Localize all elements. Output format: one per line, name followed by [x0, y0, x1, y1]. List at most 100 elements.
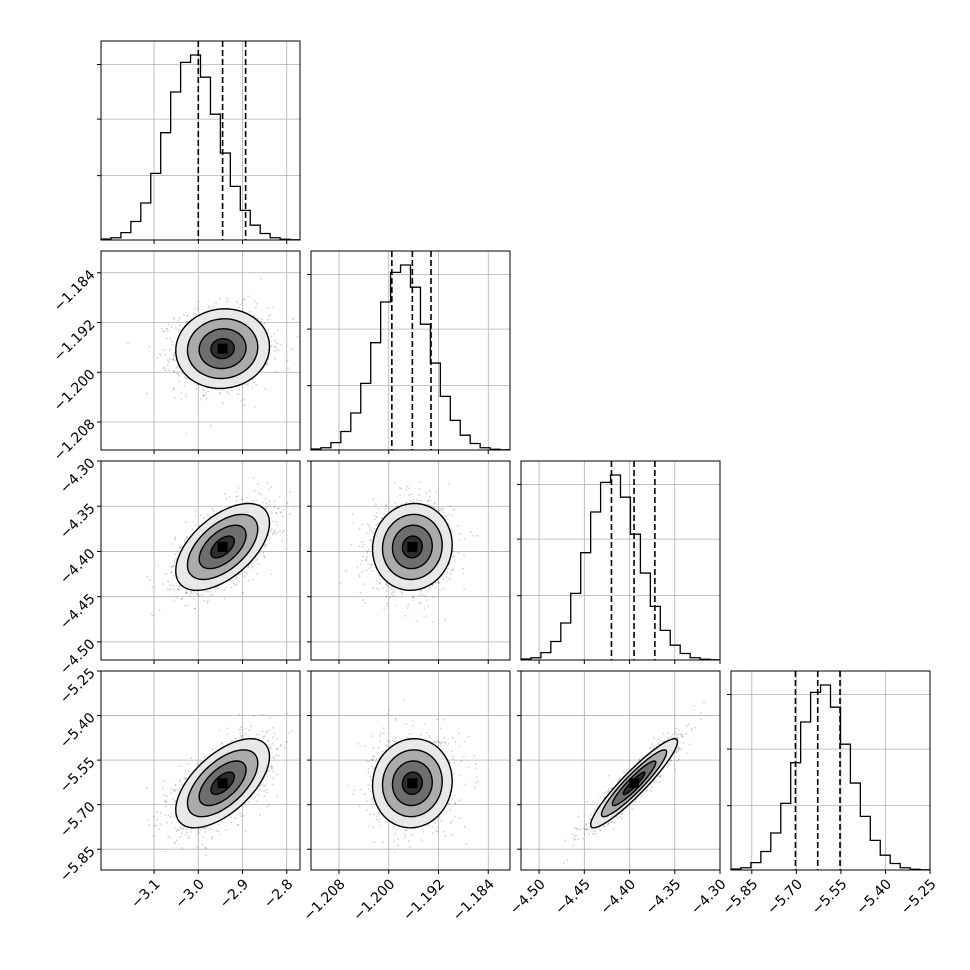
sample-point — [425, 491, 428, 494]
sample-point — [193, 591, 196, 593]
sample-point — [263, 795, 266, 797]
sample-point — [163, 366, 166, 369]
sample-point — [228, 393, 231, 396]
sample-point — [418, 602, 421, 605]
sample-point — [249, 311, 251, 313]
sample-point — [359, 591, 362, 594]
sample-point — [393, 591, 396, 593]
sample-point — [261, 783, 263, 786]
sample-point — [197, 308, 200, 311]
sample-point — [190, 592, 193, 595]
sample-point — [174, 784, 176, 787]
sample-point — [251, 565, 254, 567]
sample-point — [162, 349, 165, 352]
sample-point — [271, 520, 274, 523]
sample-point — [449, 572, 451, 575]
sample-point — [161, 327, 164, 330]
sample-point — [194, 307, 196, 310]
sample-point — [186, 592, 189, 594]
sample-point — [259, 813, 261, 816]
sample-point — [375, 516, 378, 519]
sample-point — [384, 508, 387, 511]
sample-point — [438, 582, 440, 584]
sample-point — [450, 527, 452, 530]
sample-point — [158, 609, 161, 612]
sample-point — [183, 384, 186, 387]
scatter-2-1 — [339, 481, 479, 623]
sample-point — [424, 615, 427, 618]
sample-point — [260, 277, 263, 280]
sample-point — [292, 347, 294, 350]
sample-point — [382, 587, 385, 589]
sample-point — [153, 815, 155, 818]
sample-point — [236, 576, 239, 578]
sample-point — [196, 762, 199, 765]
sample-point — [184, 604, 187, 607]
sample-point — [292, 318, 294, 320]
sample-point — [368, 567, 371, 570]
sample-point — [175, 788, 177, 791]
sample-point — [275, 754, 278, 757]
sample-point — [196, 306, 199, 309]
sample-point — [365, 559, 367, 562]
sample-point — [207, 599, 209, 602]
sample-point — [407, 603, 410, 606]
sample-point — [370, 566, 372, 568]
sample-point — [358, 573, 360, 576]
sample-point — [408, 487, 411, 490]
sample-point — [167, 359, 169, 362]
sample-point — [461, 567, 464, 570]
sample-point — [361, 523, 364, 526]
sample-point — [239, 303, 242, 306]
sample-point — [275, 512, 278, 515]
sample-point — [281, 515, 284, 518]
sample-point — [170, 543, 173, 545]
sample-point — [463, 538, 466, 540]
sample-point — [371, 530, 373, 532]
panel-frame-1-0 — [100, 250, 301, 451]
sample-point — [174, 327, 177, 330]
sample-point — [391, 591, 393, 594]
sample-point — [182, 314, 185, 316]
sample-point — [260, 493, 262, 496]
sample-point — [259, 784, 261, 787]
sample-point — [273, 346, 276, 349]
sample-point — [205, 392, 207, 395]
sample-point — [351, 513, 354, 516]
sample-point — [444, 618, 447, 621]
sample-point — [184, 376, 186, 379]
sample-point — [232, 582, 235, 585]
sample-point — [186, 377, 188, 380]
sample-point — [362, 543, 365, 546]
sample-point — [388, 500, 391, 503]
sample-point — [361, 571, 364, 573]
sample-point — [266, 363, 269, 366]
sample-point — [173, 561, 176, 564]
sample-point — [245, 496, 248, 499]
sample-point — [366, 550, 369, 552]
sample-point — [251, 566, 253, 569]
sample-point — [218, 392, 221, 395]
sample-point — [358, 528, 361, 531]
sample-point — [449, 577, 451, 580]
sample-point — [164, 353, 167, 356]
sample-point — [270, 486, 273, 489]
sample-point — [174, 842, 176, 845]
sample-point — [270, 765, 273, 767]
sample-point — [279, 343, 282, 346]
sample-point — [185, 592, 188, 594]
sample-point — [388, 507, 391, 510]
sample-point — [219, 833, 222, 836]
sample-point — [442, 578, 445, 580]
sample-point — [274, 358, 277, 361]
sample-point — [240, 736, 243, 739]
sample-point — [358, 575, 361, 578]
sample-point — [168, 323, 170, 326]
sample-point — [476, 534, 479, 537]
scatter-3-0 — [146, 713, 293, 857]
density-peak — [407, 541, 418, 552]
sample-point — [159, 812, 162, 815]
sample-point — [370, 570, 373, 572]
sample-point — [416, 499, 418, 501]
sample-point — [449, 505, 452, 508]
